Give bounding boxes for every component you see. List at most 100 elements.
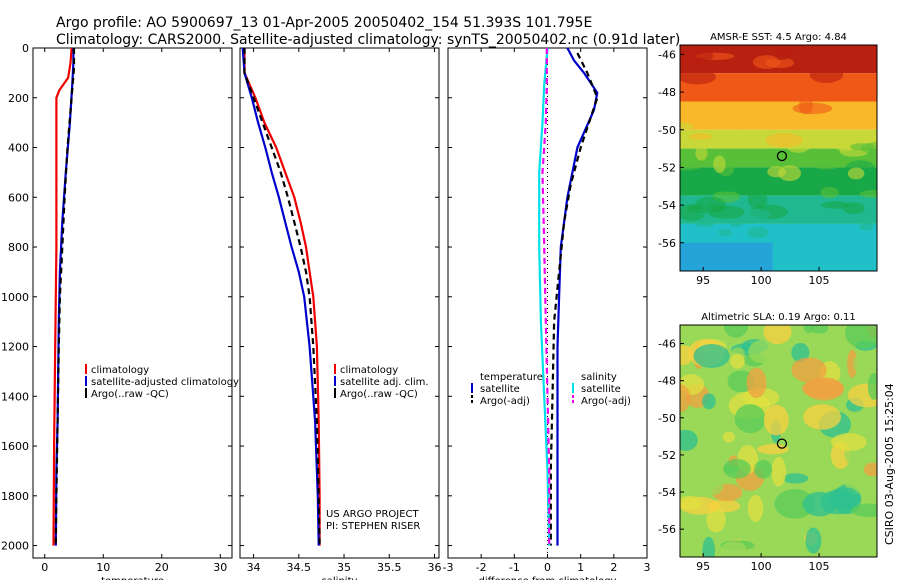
sla-texture-blob: [757, 444, 789, 455]
sla-texture-blob: [791, 357, 827, 383]
salinity-axes-box: [239, 47, 440, 559]
sst-texture-blob: [694, 221, 715, 228]
sla-texture-blob: [803, 325, 815, 333]
difference-legend-label: satellite: [480, 384, 520, 395]
sst-texture-blob: [847, 167, 865, 180]
sst-texture-blob: [718, 132, 741, 140]
sst-map: AMSR-E SST: 4.5 Argo: 4.84 95 100 105 -46 -48…: [658, 32, 878, 287]
sla-texture-blob: [863, 462, 877, 477]
sst-texture-blob: [855, 112, 877, 125]
salinity-legend-label: Argo(..raw -QC): [340, 389, 418, 400]
figure-title-line2: Climatology: CARS2000. Satellite-adjuste…: [56, 32, 680, 48]
figure-title-line1: Argo profile: AO 5900697_13 01-Apr-2005 …: [56, 15, 592, 31]
sla-texture-blob: [802, 491, 837, 517]
sla-texture-blob: [754, 460, 773, 479]
temperature-xtick-label: 10: [96, 561, 110, 574]
sla-texture-blob: [867, 372, 877, 400]
sla-map-ytick-label: -52: [658, 449, 676, 462]
sla-texture-blob: [803, 404, 842, 430]
sst-texture-blob: [695, 145, 708, 161]
sla-texture-blob: [680, 429, 698, 451]
sla-texture-blob: [810, 325, 829, 334]
salinity-panel: 34 34.5 35 35.5 36 salinity climatologysatelli…: [239, 47, 441, 580]
difference-xtick-label: 0: [544, 561, 551, 574]
sla-texture-blob: [747, 494, 764, 523]
temperature-axes-box: [32, 47, 233, 559]
sla-texture-blob: [774, 489, 816, 519]
sst-map-ytick-label: -50: [658, 124, 676, 137]
sst-texture-blob: [705, 45, 720, 51]
sst-texture-blob: [808, 257, 831, 268]
pressure-tick-label: 800: [8, 241, 29, 254]
sst-texture-blob: [706, 181, 745, 193]
sla-texture-blob: [693, 343, 730, 369]
salinity-series-2-line: [243, 48, 321, 546]
temperature-series-group: [52, 48, 76, 546]
difference-xtick-label: 2: [610, 561, 617, 574]
difference-series-group: [538, 48, 599, 546]
sst-texture-blob: [680, 122, 694, 130]
sst-texture-blob: [728, 215, 744, 228]
difference-xtick-label: 3: [644, 561, 651, 574]
sla-map-ytick-label: -48: [658, 375, 676, 388]
temperature-xtick-label: 0: [41, 561, 48, 574]
sst-texture-blob: [686, 203, 726, 214]
sla-texture-blob: [782, 473, 809, 484]
sla-map-xtick-label: 100: [751, 560, 772, 573]
sla-texture-blob: [734, 404, 766, 434]
sst-color-band: [680, 101, 877, 130]
salinity-legend-label: climatology: [340, 365, 398, 376]
temperature-legend-label: satellite-adjusted climatology: [91, 377, 239, 388]
sla-map-ytick-label: -56: [658, 523, 676, 536]
sst-texture-blob: [730, 110, 769, 125]
sst-texture-blob: [838, 131, 871, 147]
temperature-xtick-label: 30: [213, 561, 227, 574]
salinity-legend-label: satellite adj. clim.: [340, 377, 429, 388]
sst-texture-blob: [820, 186, 839, 199]
pressure-tick-label: 1400: [1, 390, 29, 403]
sst-texture-blob: [744, 208, 771, 221]
sst-texture-blob: [821, 201, 850, 209]
sst-texture-blob: [686, 57, 707, 64]
sst-texture-blob: [809, 66, 844, 83]
sst-texture-blob: [713, 155, 726, 174]
sla-texture-blob: [853, 353, 870, 375]
sla-map-float-marker: [776, 438, 788, 449]
temperature-legend-label: Argo(..raw -QC): [91, 389, 169, 400]
sst-texture-blob: [798, 97, 813, 114]
sla-texture-blob: [845, 325, 877, 349]
sla-texture-blob: [746, 367, 767, 398]
side-stamp: CSIRO 03-Aug-2005 15:25:04: [883, 383, 896, 545]
difference-xtick-label: -2: [476, 561, 487, 574]
difference-series-2-line: [538, 48, 551, 546]
temperature-panel: 0 10 20 30 temperature 0 200 400 600 800 1000 1200 1…: [1, 42, 239, 580]
sst-texture-blob: [849, 143, 875, 151]
sst-texture-blob: [778, 165, 802, 182]
difference-legend: temperature salinitysatelliteArgo(-adj)sa…: [471, 372, 631, 407]
sst-texture-blob: [747, 227, 769, 239]
sst-texture-blob: [732, 93, 768, 101]
sst-cold-patch: [680, 242, 773, 271]
sst-map-frame: [679, 44, 878, 272]
sst-map-field: [680, 45, 877, 271]
sla-texture-blob: [723, 325, 749, 338]
sst-texture-blob: [859, 189, 877, 198]
sst-map-ytick-label: -52: [658, 161, 676, 174]
sst-map-float-marker: [776, 150, 788, 162]
pressure-tick-label: 0: [22, 42, 29, 55]
sla-map-title: Altimetric SLA: 0.19 Argo: 0.11: [701, 312, 856, 323]
sla-texture-blob: [722, 431, 735, 443]
sla-texture-blob: [847, 349, 858, 378]
sla-texture-blob: [680, 384, 691, 413]
sla-texture-blob: [686, 325, 723, 333]
sla-texture-blob: [702, 536, 716, 557]
difference-legend-label: satellite: [581, 384, 621, 395]
sst-texture-blob: [854, 247, 877, 262]
difference-series-1-line: [549, 52, 599, 546]
sst-map-xtick-label: 100: [751, 274, 772, 287]
sla-texture-blob: [802, 378, 844, 399]
sst-map-xtick-label: 95: [696, 274, 710, 287]
sla-texture-blob: [771, 456, 787, 487]
sla-map-xtick-label: 105: [809, 560, 830, 573]
